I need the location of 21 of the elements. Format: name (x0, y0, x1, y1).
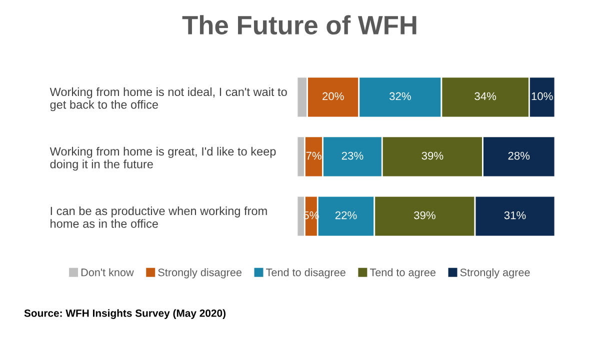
data-label: 22% (335, 211, 357, 220)
legend-label: Strongly disagree (158, 268, 242, 278)
data-label: 39% (422, 152, 444, 160)
source-note: Source: WFH Insights Survey (May 2020) (24, 309, 226, 319)
data-label: 7% (306, 152, 322, 160)
data-label: 39% (414, 211, 436, 220)
chart-title: The Future of WFH (182, 15, 416, 35)
data-label: 10% (532, 92, 553, 100)
data-label: 20% (322, 92, 344, 100)
legend-label: Tend to agree (370, 268, 436, 278)
data-label: 34% (474, 92, 496, 100)
legend-label: Tend to disagree (266, 268, 346, 278)
data-label: 23% (342, 152, 364, 160)
legend-label: Don't know (81, 268, 134, 276)
data-label: 32% (390, 92, 411, 100)
data-label: 28% (508, 152, 530, 160)
y-tick-label: Working from home is great, I'd like to keep doing it in the future (50, 146, 276, 171)
y-tick-label: I can be as productive when working from home as in the office (50, 206, 267, 228)
y-tick-label: Working from home is not ideal, I can't wait to get back to the office (50, 87, 287, 112)
legend-label: Strongly agree (460, 268, 530, 278)
data-label: 31% (504, 211, 526, 220)
